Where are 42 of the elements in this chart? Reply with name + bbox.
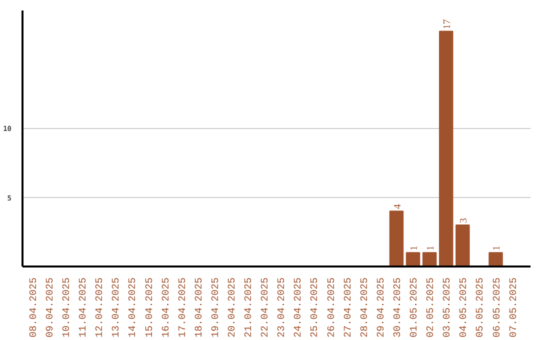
x-tick-label: 27.04.2025 bbox=[343, 277, 354, 338]
data-label: 1 bbox=[492, 246, 503, 251]
x-tick-label: 29.04.2025 bbox=[376, 277, 388, 338]
x-tick-label: 12.04.2025 bbox=[95, 277, 106, 338]
x-tick-label: 10.04.2025 bbox=[62, 277, 74, 338]
x-tick-label: 20.04.2025 bbox=[227, 277, 238, 338]
x-tick-label: 30.04.2025 bbox=[392, 277, 404, 338]
bar bbox=[488, 252, 503, 266]
bar bbox=[389, 210, 404, 266]
x-tick-label: 21.04.2025 bbox=[244, 277, 256, 338]
x-tick-label: 22.04.2025 bbox=[260, 277, 272, 338]
x-tick-label: 24.04.2025 bbox=[294, 277, 305, 338]
x-tick-label: 28.04.2025 bbox=[360, 277, 371, 338]
data-label: 4 bbox=[392, 204, 404, 210]
data-label: 3 bbox=[458, 218, 470, 223]
bar bbox=[456, 224, 470, 266]
bar bbox=[422, 252, 437, 266]
x-tick-label: 16.04.2025 bbox=[161, 277, 172, 338]
x-tick-label: 14.04.2025 bbox=[128, 277, 140, 338]
x-tick-label: 05.05.2025 bbox=[476, 277, 487, 338]
x-tick-label: 08.04.2025 bbox=[28, 277, 40, 338]
x-tick-label: 18.04.2025 bbox=[194, 277, 206, 338]
x-tick-label: 11.04.2025 bbox=[78, 277, 90, 338]
x-tick-label: 09.04.2025 bbox=[45, 277, 56, 338]
x-tick-label: 26.04.2025 bbox=[326, 277, 338, 338]
bar bbox=[406, 252, 420, 266]
x-tick-label: 25.04.2025 bbox=[310, 277, 322, 338]
x-tick-label: 15.04.2025 bbox=[144, 277, 156, 338]
x-tick-label: 03.05.2025 bbox=[442, 277, 454, 338]
data-label: 17 bbox=[442, 19, 454, 30]
bar bbox=[438, 30, 454, 266]
data-label: 1 bbox=[409, 246, 420, 251]
x-tick-label: 06.05.2025 bbox=[492, 277, 504, 338]
x-tick-label: 23.04.2025 bbox=[277, 277, 288, 338]
x-tick-label: 07.05.2025 bbox=[508, 277, 520, 338]
x-tick-label: 19.04.2025 bbox=[210, 277, 222, 338]
x-tick-label: 02.05.2025 bbox=[426, 277, 438, 338]
x-tick-label: 17.04.2025 bbox=[178, 277, 189, 338]
x-tick-label: 13.04.2025 bbox=[112, 277, 123, 338]
x-tick-label: 01.05.2025 bbox=[410, 277, 421, 338]
data-label: 1 bbox=[426, 246, 437, 251]
x-tick-label: 04.05.2025 bbox=[459, 277, 470, 338]
